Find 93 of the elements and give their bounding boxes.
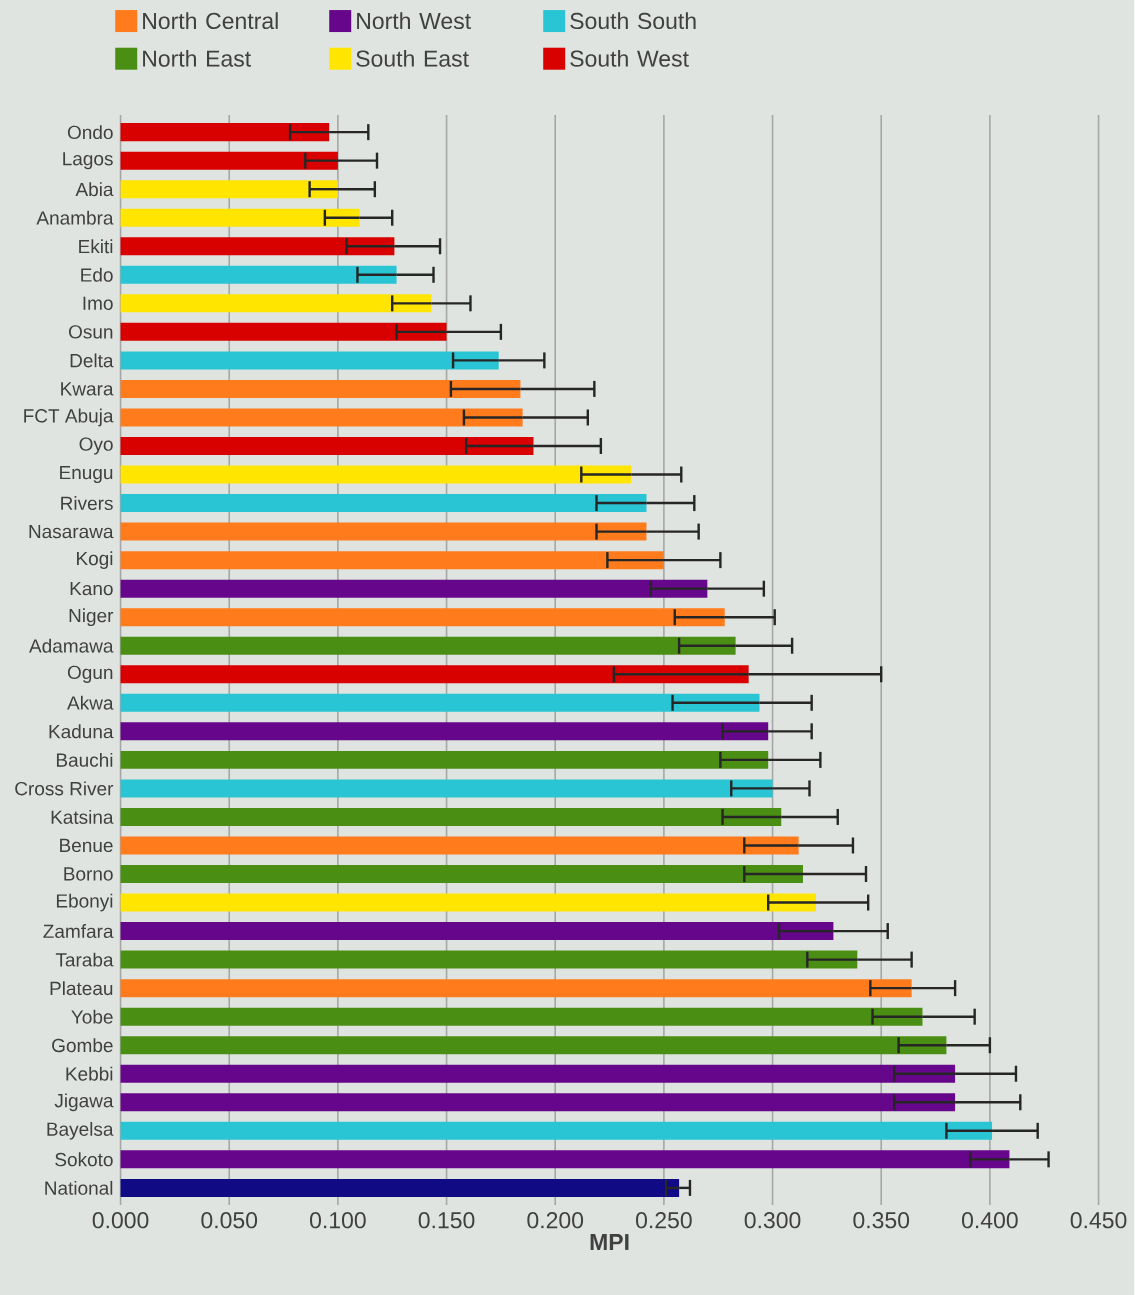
bar — [120, 551, 665, 570]
bar — [120, 950, 858, 969]
legend-label: South South — [570, 12, 696, 30]
legend-label: South West — [570, 49, 690, 67]
y-tick-label: Ebonyi — [57, 893, 113, 912]
bar — [120, 1121, 993, 1140]
y-tick-label: Zamfara — [43, 924, 114, 939]
x-tick-label: 0.350 — [853, 1212, 910, 1229]
y-tick-label: Lagos — [63, 152, 114, 170]
x-tick-label: 0.300 — [744, 1212, 801, 1229]
x-tick-label: 0.450 — [1070, 1212, 1127, 1229]
bar — [120, 522, 647, 541]
bar — [120, 665, 749, 684]
bar — [120, 465, 632, 484]
legend-label: North Central — [143, 12, 278, 30]
bar — [120, 608, 725, 627]
y-tick-label: Ondo — [68, 125, 113, 140]
y-tick-label: Imo — [83, 296, 113, 310]
bar — [120, 1178, 680, 1197]
y-tick-label: Kebbi — [66, 1066, 113, 1081]
bar — [120, 379, 521, 398]
bar — [120, 408, 523, 427]
bar — [120, 322, 447, 341]
y-tick-label: Bauchi — [57, 752, 113, 767]
x-axis-title: MPI — [590, 1234, 629, 1250]
bar — [120, 693, 760, 712]
y-tick-label: Enugu — [60, 466, 113, 484]
y-tick-label: Taraba — [56, 952, 114, 967]
legend-label: North West — [357, 12, 472, 30]
bar — [120, 1007, 923, 1026]
y-tick-label: Jigawa — [54, 1093, 114, 1112]
x-tick-label: 0.100 — [310, 1212, 366, 1229]
y-tick-label: Plateau — [50, 981, 113, 996]
y-tick-label: Adamawa — [29, 638, 114, 653]
y-tick-label: Delta — [70, 353, 114, 368]
bar — [120, 750, 769, 769]
bar — [120, 1036, 947, 1055]
bar — [120, 294, 432, 313]
y-tick-label: Ogun — [68, 665, 113, 683]
y-tick-label: Gombe — [52, 1038, 113, 1053]
bar — [120, 1064, 956, 1083]
bar — [120, 1150, 1010, 1169]
y-tick-label: Yobe — [71, 1009, 113, 1024]
y-tick-label: Kwara — [61, 382, 114, 396]
x-tick-label: 0.250 — [636, 1212, 692, 1229]
bar — [120, 807, 782, 826]
y-tick-label: Ekiti — [79, 239, 113, 254]
bar — [120, 123, 330, 142]
bar — [120, 151, 339, 170]
y-tick-label: FCT Abuja — [24, 408, 114, 427]
bar — [120, 979, 912, 998]
x-tick-label: 0.400 — [962, 1212, 1018, 1229]
y-tick-label: National — [45, 1180, 113, 1195]
x-tick-label: 0.150 — [418, 1212, 475, 1229]
bar — [120, 579, 708, 598]
bar — [120, 351, 499, 370]
bar — [120, 208, 360, 227]
y-tick-label: Benue — [60, 838, 113, 853]
x-tick-label: 0.200 — [527, 1212, 584, 1229]
bar — [120, 1093, 956, 1112]
y-tick-label: Akwa — [67, 695, 114, 710]
y-tick-label: Osun — [69, 325, 113, 339]
bar — [120, 836, 799, 855]
y-tick-label: Bayelsa — [47, 1121, 114, 1140]
y-tick-label: Anambra — [36, 210, 114, 225]
bar — [120, 265, 397, 284]
legend-label: North East — [143, 49, 252, 67]
y-tick-label: Niger — [69, 608, 114, 627]
y-tick-label: Kano — [70, 582, 113, 596]
y-tick-label: Kaduna — [49, 724, 114, 739]
y-tick-label: Rivers — [61, 496, 114, 511]
y-tick-label: Edo — [81, 267, 113, 282]
bar — [120, 494, 647, 513]
x-tick-label: 0.050 — [201, 1212, 258, 1229]
bar — [120, 437, 534, 455]
x-tick-label: 0.000 — [92, 1212, 149, 1229]
bar — [120, 922, 834, 941]
bar — [120, 779, 773, 798]
bar — [120, 865, 804, 884]
bar — [120, 722, 769, 741]
y-tick-label: Kogi — [77, 551, 113, 569]
bar — [120, 893, 817, 912]
bar — [120, 180, 339, 199]
y-tick-label: Abia — [75, 182, 114, 197]
y-tick-label: Cross River — [15, 781, 114, 796]
y-tick-label: Katsina — [51, 809, 114, 824]
y-tick-label: Nasarawa — [29, 524, 114, 539]
y-tick-label: Borno — [64, 867, 113, 881]
y-tick-label: Sokoto — [55, 1152, 113, 1167]
bar — [120, 636, 736, 655]
legend-label: South East — [356, 49, 470, 67]
bar — [120, 237, 395, 256]
y-tick-label: Oyo — [79, 437, 113, 455]
